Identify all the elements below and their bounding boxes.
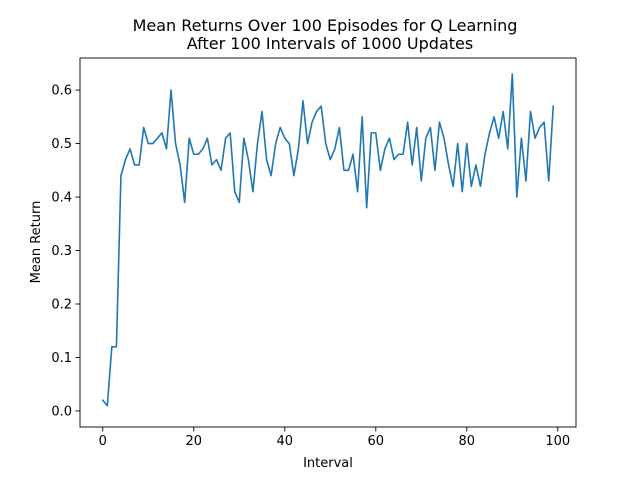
- series-line-0: [101, 73, 555, 407]
- plot-area: [79, 57, 577, 428]
- y-tick-label: 0.4: [51, 191, 72, 206]
- x-tick-label: 0: [99, 434, 107, 449]
- y-tick-label: 0.5: [51, 137, 72, 152]
- x-tick-label: 20: [185, 434, 202, 449]
- x-axis-label: Interval: [303, 456, 353, 471]
- x-axis-ticks: 0 20 40 60 80 100: [99, 427, 570, 449]
- y-axis-ticks: 0.0 0.1 0.2 0.3 0.4 0.5 0.6: [51, 84, 80, 419]
- y-tick-label: 0.3: [51, 244, 72, 259]
- x-tick-label: 80: [459, 434, 476, 449]
- x-tick-label: 60: [368, 434, 385, 449]
- chart-title: Mean Returns Over 100 Episodes for Q Lea…: [133, 16, 518, 35]
- chart-subtitle: After 100 Intervals of 1000 Updates: [187, 34, 473, 53]
- plot-frame: [79, 57, 577, 428]
- x-tick-label: 40: [276, 434, 293, 449]
- y-tick-label: 0.1: [51, 351, 72, 366]
- y-tick-label: 0.0: [51, 404, 72, 419]
- y-axis-label: Mean Return: [29, 201, 44, 284]
- y-tick-label: 0.6: [51, 84, 72, 99]
- x-tick-label: 100: [545, 434, 570, 449]
- y-tick-label: 0.2: [51, 298, 72, 313]
